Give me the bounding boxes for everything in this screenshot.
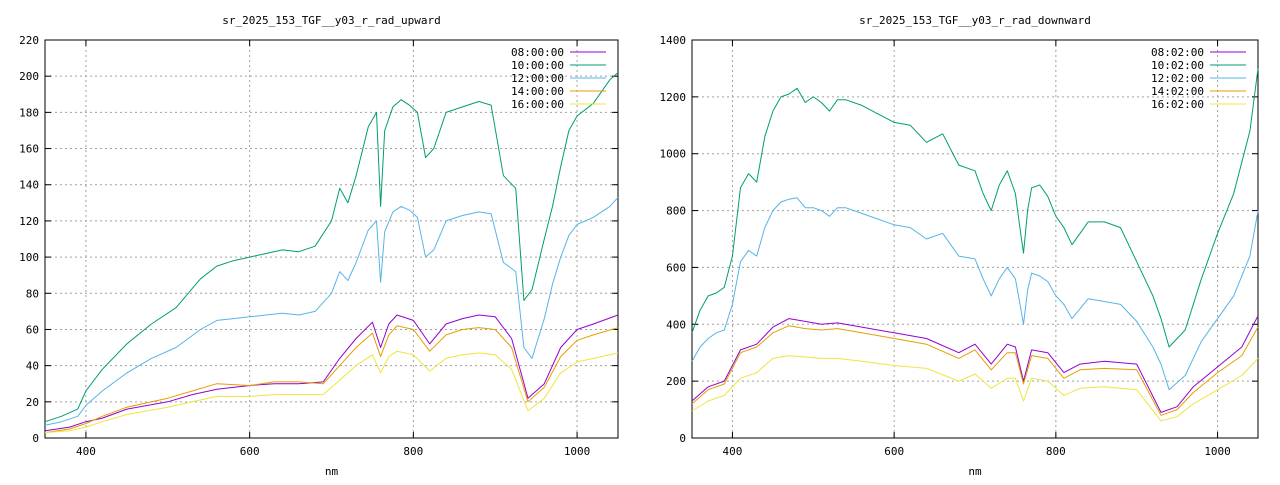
y-tick-label: 40 — [26, 360, 39, 373]
y-tick-label: 0 — [32, 432, 39, 445]
x-tick-label: 1000 — [1204, 445, 1231, 458]
series-line-4 — [691, 325, 1259, 416]
x-tick-label: 400 — [76, 445, 96, 458]
series-line-5 — [44, 350, 619, 434]
series-line-1 — [691, 315, 1259, 413]
y-tick-label: 160 — [19, 143, 39, 156]
y-tick-label: 1200 — [660, 91, 687, 104]
x-tick-label: 400 — [722, 445, 742, 458]
y-tick-label: 1000 — [660, 148, 687, 161]
x-axis-label: nm — [325, 465, 339, 478]
x-tick-label: 800 — [403, 445, 423, 458]
y-tick-label: 200 — [19, 70, 39, 83]
x-tick-label: 800 — [1046, 445, 1066, 458]
chart-panel-2: 0 200 400 600 800 1000 1200 1400 400 600 800 1000 sr… — [660, 14, 1259, 478]
y-tick-label: 1400 — [660, 34, 687, 47]
plot-frame — [691, 39, 1259, 439]
y-tick-label: 100 — [19, 251, 39, 264]
x-tick-label: 600 — [240, 445, 260, 458]
legend-label: 12:00:00 — [511, 72, 564, 85]
x-tick-label: 600 — [884, 445, 904, 458]
y-tick-label: 80 — [26, 287, 39, 300]
legend-label: 14:00:00 — [511, 85, 564, 98]
plot-frame — [44, 39, 619, 439]
chart-title: sr_2025_153_TGF__y03_r_rad_downward — [859, 14, 1091, 27]
legend-label: 16:02:00 — [1151, 98, 1204, 111]
legend-label: 14:02:00 — [1151, 85, 1204, 98]
legend-label: 08:00:00 — [511, 46, 564, 59]
y-tick-label: 0 — [679, 432, 686, 445]
legend-label: 12:02:00 — [1151, 72, 1204, 85]
y-tick-label: 180 — [19, 106, 39, 119]
x-tick-label: 1000 — [564, 445, 591, 458]
chart-title: sr_2025_153_TGF__y03_r_rad_upward — [222, 14, 441, 27]
chart-panel-1: 0 20 40 60 80 100 120 140 160 180 200 220 400 600 800 1… — [19, 14, 619, 478]
y-tick-label: 400 — [666, 318, 686, 331]
y-tick-label: 120 — [19, 215, 39, 228]
y-tick-label: 20 — [26, 396, 39, 409]
series-line-2 — [691, 68, 1259, 348]
y-tick-label: 600 — [666, 261, 686, 274]
legend-label: 10:02:00 — [1151, 59, 1204, 72]
series-line-4 — [44, 325, 619, 434]
legend-label: 10:00:00 — [511, 59, 564, 72]
y-tick-label: 60 — [26, 323, 39, 336]
legend-label: 08:02:00 — [1151, 46, 1204, 59]
y-tick-label: 200 — [666, 375, 686, 388]
series-line-1 — [44, 314, 619, 432]
series-line-3 — [44, 197, 619, 426]
y-tick-label: 220 — [19, 34, 39, 47]
y-tick-label: 140 — [19, 179, 39, 192]
y-tick-label: 800 — [666, 205, 686, 218]
series-line-3 — [691, 197, 1259, 391]
x-axis-label: nm — [968, 465, 982, 478]
series-line-5 — [691, 355, 1259, 422]
legend-label: 16:00:00 — [511, 98, 564, 111]
series-line-2 — [44, 72, 619, 423]
